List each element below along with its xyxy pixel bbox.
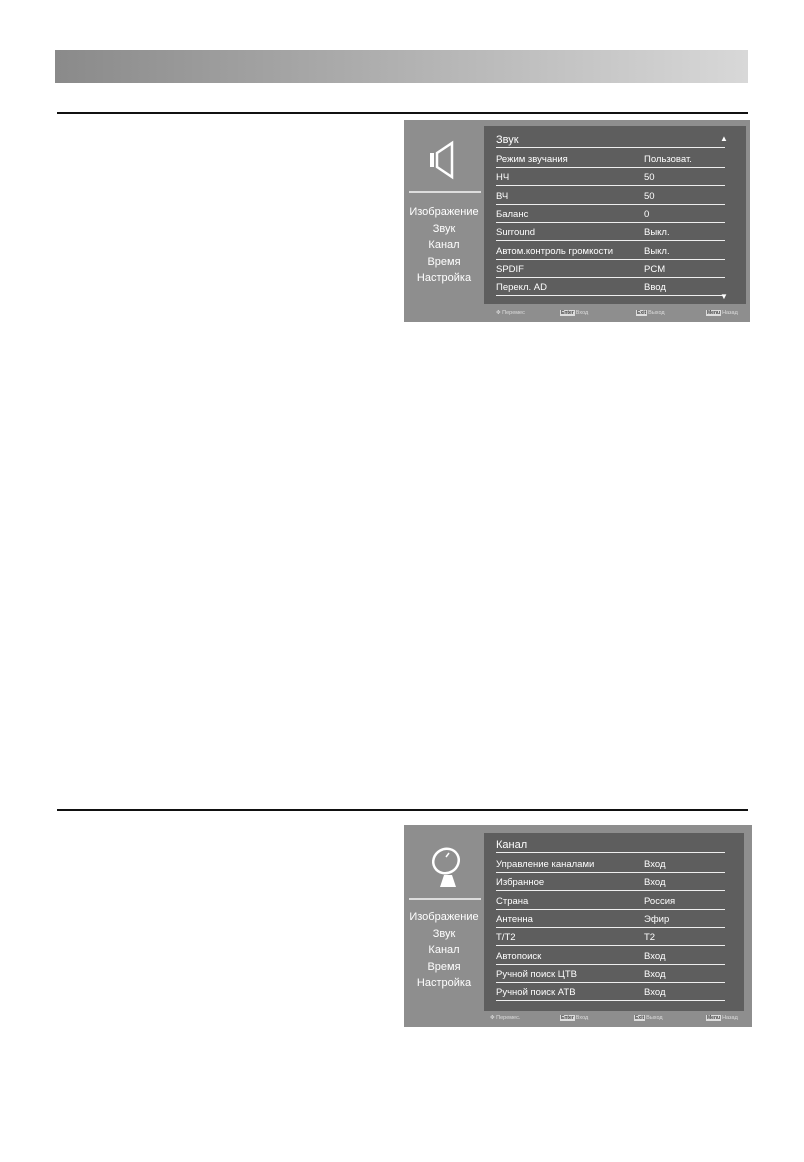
satellite-dish-icon (431, 847, 461, 887)
menu-item[interactable]: Избранное Вход (496, 876, 725, 892)
menu-item-label: Ручной поиск ЦТВ (496, 968, 577, 980)
menu-item[interactable]: Автопоиск Вход (496, 950, 725, 965)
menu-item[interactable]: Ручной поиск АТВ Вход (496, 986, 725, 1002)
sidebar-item-setup[interactable]: Настройка (416, 977, 472, 989)
menu-item-value: T2 (644, 932, 656, 944)
menu-item-label: T/T2 (496, 932, 516, 944)
menu-item[interactable]: Ручной поиск ЦТВ Вход (496, 968, 725, 983)
menu-item[interactable]: Surround Выкл. (496, 226, 725, 242)
sidebar-item-time[interactable]: Время (427, 960, 461, 973)
section-rule (57, 112, 748, 114)
section-rule (57, 809, 748, 811)
menu-title: Звук (496, 133, 725, 148)
sidebar-item-setup[interactable]: Настройка (416, 272, 472, 284)
menu-item-value: Эфир (644, 913, 670, 925)
menu-item-value: PCM (644, 263, 666, 275)
speaker-icon (430, 140, 454, 180)
menu-item-label: Перекл. AD (496, 282, 547, 294)
menu-item-label: Баланс (496, 208, 529, 220)
sidebar-item-time[interactable]: Время (427, 255, 461, 268)
menu-item[interactable]: Баланс 0 (496, 208, 725, 223)
sidebar-item-picture[interactable]: Изображение (409, 911, 479, 923)
menu-item-value: Выкл. (644, 227, 670, 239)
scroll-down-icon[interactable]: ▼ (720, 292, 728, 301)
menu-item-label: Управление каналами (496, 859, 595, 870)
footer-exit: Exit Выход (636, 310, 665, 316)
menu-item-value: Вход (644, 968, 666, 980)
menu-item[interactable]: ВЧ 50 (496, 190, 725, 205)
sidebar-item-channel[interactable]: Канал (428, 239, 460, 251)
sidebar-item-channel[interactable]: Канал (428, 944, 460, 956)
menu-item[interactable]: Перекл. AD Ввод (496, 281, 725, 297)
scroll-up-icon[interactable]: ▲ (720, 134, 728, 143)
sidebar: Изображение Звук Канал Время Настройка (404, 204, 484, 287)
menu-item-label: Избранное (496, 877, 545, 889)
menu-item[interactable]: Страна Россия (496, 895, 725, 910)
menu-item-label: Автопоиск (496, 950, 542, 962)
menu-item-label: НЧ (496, 172, 510, 184)
menu-item-label: Страна (496, 895, 529, 907)
footer-move: ✥ Перемес. (490, 1015, 521, 1021)
menu-item[interactable]: Антенна Эфир (496, 913, 725, 928)
menu-item-value: 50 (644, 190, 655, 202)
header-bar (55, 50, 748, 83)
channel-menu-screenshot: Изображение Звук Канал Время Настройка К… (404, 825, 752, 1027)
footer-exit: Exit Выход (634, 1015, 663, 1021)
menu-item-value: Вход (644, 950, 666, 962)
menu-item-value: Выкл. (644, 245, 670, 257)
footer-enter: Enter Вход (560, 310, 589, 316)
menu-item-value: 50 (644, 172, 655, 184)
menu-item-value: 0 (644, 208, 650, 220)
footer-move: ✥ Перемес (496, 310, 525, 316)
menu-item[interactable]: T/T2 T2 (496, 931, 725, 947)
menu-item[interactable]: Режим звучания Пользоват. (496, 153, 725, 168)
footer-back: Menu Назад (706, 1015, 738, 1021)
menu-item-value: Россия (644, 895, 676, 907)
sound-menu-screenshot: Изображение Звук Канал Время Настройка З… (404, 120, 750, 322)
menu-item-value: Вход (644, 877, 666, 889)
menu-item[interactable]: Автом.контроль громкости Выкл. (496, 245, 725, 260)
menu-item[interactable]: SPDIF PCM (496, 263, 725, 278)
sidebar: Изображение Звук Канал Время Настройка (404, 909, 484, 992)
menu-item-value: Ввод (644, 282, 666, 294)
menu-item-value: Вход (644, 859, 666, 870)
menu-item-value: Вход (644, 987, 666, 999)
footer-enter: Enter Вход (560, 1015, 589, 1021)
sidebar-item-sound[interactable]: Звук (432, 222, 456, 235)
menu-title: Канал (496, 838, 725, 853)
menu-item-label: Антенна (496, 913, 533, 925)
menu-item-label: Автом.контроль громкости (496, 245, 614, 257)
footer-back: Menu Назад (706, 310, 738, 316)
menu-item-label: Ручной поиск АТВ (496, 987, 576, 999)
menu-item-label: ВЧ (496, 190, 509, 202)
sidebar-item-sound[interactable]: Звук (432, 927, 456, 940)
menu-item-label: SPDIF (496, 263, 524, 275)
menu-item[interactable]: Управление каналами Вход (496, 858, 725, 873)
menu-item-label: Режим звучания (496, 154, 568, 165)
menu-item-label: Surround (496, 227, 536, 239)
menu-item-value: Пользоват. (644, 154, 692, 165)
menu-item[interactable]: НЧ 50 (496, 171, 725, 187)
sidebar-item-picture[interactable]: Изображение (409, 206, 479, 218)
